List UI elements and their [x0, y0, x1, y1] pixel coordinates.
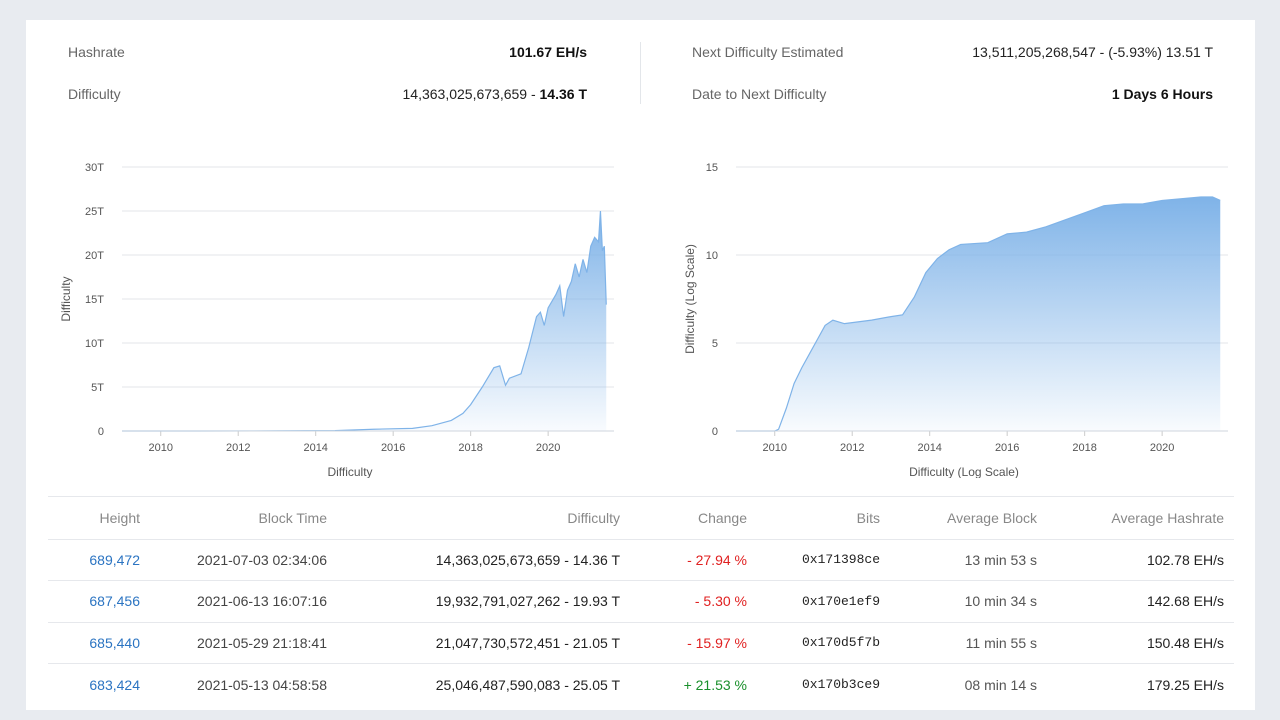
block-height-link[interactable]: 685,440	[89, 634, 140, 651]
block-time-cell: 2021-05-29 21:18:41	[150, 621, 337, 664]
y-tick-label: 0	[98, 426, 104, 438]
difficulty-label: Difficulty	[68, 86, 121, 102]
col-difficulty-header: Difficulty	[567, 509, 620, 526]
x-tick-label: 2014	[917, 442, 941, 454]
y-tick-label: 25T	[85, 206, 104, 218]
block-height-link[interactable]: 683,424	[89, 676, 140, 693]
y-tick-label: 5	[712, 338, 718, 350]
average-hashrate-cell: 179.25 EH/s	[1047, 663, 1234, 705]
y-tick-label: 10	[706, 250, 718, 262]
difficulty-value: 14,363,025,673,659 - 14.36 T	[402, 86, 588, 102]
bits-cell: 0x171398ce	[757, 538, 890, 581]
table-row: 683,424 2021-05-13 04:58:58 25,046,487,5…	[48, 663, 1234, 705]
block-time-cell: 2021-05-13 04:58:58	[150, 663, 337, 705]
average-block-cell: 11 min 55 s	[890, 621, 1047, 664]
difficulty-chart: 0 5T 10T 15T 20T 25T 30T 2010 2012 2014 2016 2018 20…	[26, 128, 640, 478]
height-cell: 687,456	[48, 580, 150, 622]
series-area	[122, 211, 607, 431]
x-tick-label: 2016	[995, 442, 1019, 454]
x-tick-label: 2014	[303, 442, 327, 454]
y-tick-label: 30T	[85, 162, 104, 174]
block-height-link[interactable]: 687,456	[89, 593, 140, 610]
x-tick-label: 2018	[1072, 442, 1096, 454]
difficulty-cell: 14,363,025,673,659 - 14.36 T	[337, 538, 630, 581]
x-tick-label: 2018	[458, 442, 482, 454]
difficulty-cell: 25,046,487,590,083 - 25.05 T	[337, 663, 630, 705]
average-hashrate-cell: 142.68 EH/s	[1047, 580, 1234, 622]
series-line	[736, 196, 1221, 432]
x-tick-label: 2010	[762, 442, 786, 454]
next-difficulty-label: Next Difficulty Estimated	[692, 44, 844, 60]
hashrate-value: 101.67 EH/s	[509, 44, 587, 60]
y-axis-title: Difficulty (Log Scale)	[683, 244, 697, 354]
change-cell: - 5.30 %	[630, 580, 757, 622]
bits-cell: 0x170b3ce9	[757, 663, 890, 705]
y-tick-label: 10T	[85, 338, 104, 350]
x-tick-label: 2016	[381, 442, 405, 454]
average-block-cell: 10 min 34 s	[890, 580, 1047, 622]
x-tick-label: 2012	[840, 442, 864, 454]
stats-divider	[640, 42, 641, 104]
average-block-cell: 08 min 14 s	[890, 663, 1047, 705]
col-block-time-header: Block Time	[258, 509, 327, 526]
y-tick-label: 20T	[85, 250, 104, 262]
y-tick-label: 15	[706, 162, 718, 174]
col-average-hashrate-header: Average Hashrate	[1111, 509, 1224, 526]
change-cell: + 21.53 %	[630, 663, 757, 705]
block-time-cell: 2021-06-13 16:07:16	[150, 580, 337, 622]
table-row: 689,472 2021-07-03 02:34:06 14,363,025,6…	[48, 538, 1234, 581]
height-cell: 689,472	[48, 538, 150, 581]
y-axis-title: Difficulty	[59, 276, 73, 321]
table-row: 687,456 2021-06-13 16:07:16 19,932,791,0…	[48, 580, 1234, 622]
change-cell: - 15.97 %	[630, 621, 757, 664]
table-header-row: Height Block Time Difficulty Change Bits…	[48, 497, 1234, 539]
bits-cell: 0x170e1ef9	[757, 580, 890, 622]
change-cell: - 27.94 %	[630, 538, 757, 581]
hashrate-label: Hashrate	[68, 44, 125, 60]
height-cell: 683,424	[48, 663, 150, 705]
average-hashrate-cell: 150.48 EH/s	[1047, 621, 1234, 664]
difficulty-table: Height Block Time Difficulty Change Bits…	[48, 497, 1234, 705]
x-axis-title: Difficulty (Log Scale)	[909, 465, 1019, 478]
average-block-cell: 13 min 53 s	[890, 538, 1047, 581]
col-bits-header: Bits	[856, 509, 880, 526]
height-cell: 685,440	[48, 621, 150, 664]
x-tick-label: 2010	[148, 442, 172, 454]
series-line	[122, 210, 607, 432]
table-row: 685,440 2021-05-29 21:18:41 21,047,730,5…	[48, 621, 1234, 664]
x-tick-label: 2020	[1150, 442, 1174, 454]
series-area	[736, 196, 1221, 431]
date-next-difficulty-value: 1 Days 6 Hours	[1111, 86, 1213, 102]
average-hashrate-cell: 102.78 EH/s	[1047, 538, 1234, 581]
date-next-difficulty-label: Date to Next Difficulty	[692, 86, 827, 102]
table-top-divider	[48, 496, 1234, 497]
log-difficulty-chart: 0 5 10 15 2010 2012 2014 2016 2018 2020 Difficulty…	[640, 128, 1254, 478]
x-tick-label: 2012	[226, 442, 250, 454]
x-axis-title: Difficulty	[327, 465, 372, 478]
block-height-link[interactable]: 689,472	[89, 551, 140, 568]
x-tick-label: 2020	[536, 442, 560, 454]
difficulty-card: Hashrate 101.67 EH/s Difficulty 14,363,0…	[26, 20, 1255, 710]
y-tick-label: 15T	[85, 294, 104, 306]
y-tick-label: 0	[712, 426, 718, 438]
bits-cell: 0x170d5f7b	[757, 621, 890, 664]
col-change-header: Change	[697, 509, 747, 526]
difficulty-cell: 19,932,791,027,262 - 19.93 T	[337, 580, 630, 622]
col-average-block-header: Average Block	[946, 509, 1037, 526]
block-time-cell: 2021-07-03 02:34:06	[150, 538, 337, 581]
y-tick-label: 5T	[91, 382, 104, 394]
next-difficulty-value: 13,511,205,268,547 - (-5.93%) 13.51 T	[972, 44, 1213, 60]
difficulty-cell: 21,047,730,572,451 - 21.05 T	[337, 621, 630, 664]
col-height-header: Height	[99, 509, 140, 526]
